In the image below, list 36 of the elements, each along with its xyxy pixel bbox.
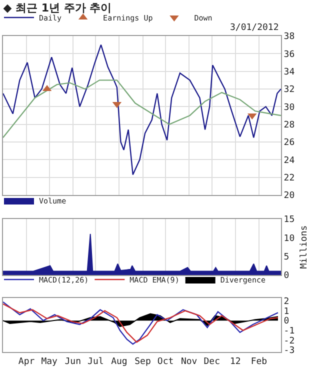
y-tick-label: 0: [284, 316, 290, 327]
x-tick-label: May: [41, 356, 58, 367]
y-tick-label: -3: [284, 346, 295, 356]
y-tick-label: 24: [284, 156, 295, 166]
y-tick-label: 2: [284, 297, 290, 308]
y-tick-label: 26: [284, 138, 295, 148]
line-series: [3, 44, 281, 176]
y-tick-label: -1: [284, 326, 295, 337]
y-tick-label: 30: [284, 102, 295, 113]
x-tick-label: Dec: [204, 356, 220, 367]
y-tick-label: 32: [284, 85, 295, 96]
chart-title: ◆ 최근 1년 주가 추이: [3, 2, 112, 15]
y-tick-label: 28: [284, 120, 295, 130]
x-tick-label: Feb: [250, 356, 268, 367]
x-tick-label: Aug: [111, 356, 128, 367]
y-tick-label: 1: [284, 306, 290, 317]
y-tick-label: 0: [284, 271, 290, 282]
x-tick-label: Jun: [64, 356, 82, 367]
x-tick-label: Sep: [134, 356, 151, 367]
y-tick-label: -2: [284, 336, 295, 346]
line-series: [3, 80, 281, 138]
x-tick-label: Apr: [18, 356, 36, 367]
y-tick-label: 38: [284, 32, 295, 42]
text: 3/01/2012: [230, 23, 279, 33]
x-tick-label: Nov: [180, 356, 198, 367]
y-tick-label: 34: [284, 67, 295, 78]
x-tick-label: Oct: [157, 356, 174, 367]
x-tick-label: Jul: [88, 356, 104, 367]
y-tick-label: 36: [284, 50, 295, 60]
y-tick-label: 10: [284, 234, 295, 244]
y-tick-label: 20: [284, 191, 295, 202]
y-tick-label: 15: [284, 215, 295, 226]
x-tick-label: 12: [230, 356, 241, 367]
y-axis-title: Millions: [299, 225, 310, 269]
y-tick-label: 5: [284, 252, 290, 262]
y-tick-label: 22: [284, 173, 295, 184]
